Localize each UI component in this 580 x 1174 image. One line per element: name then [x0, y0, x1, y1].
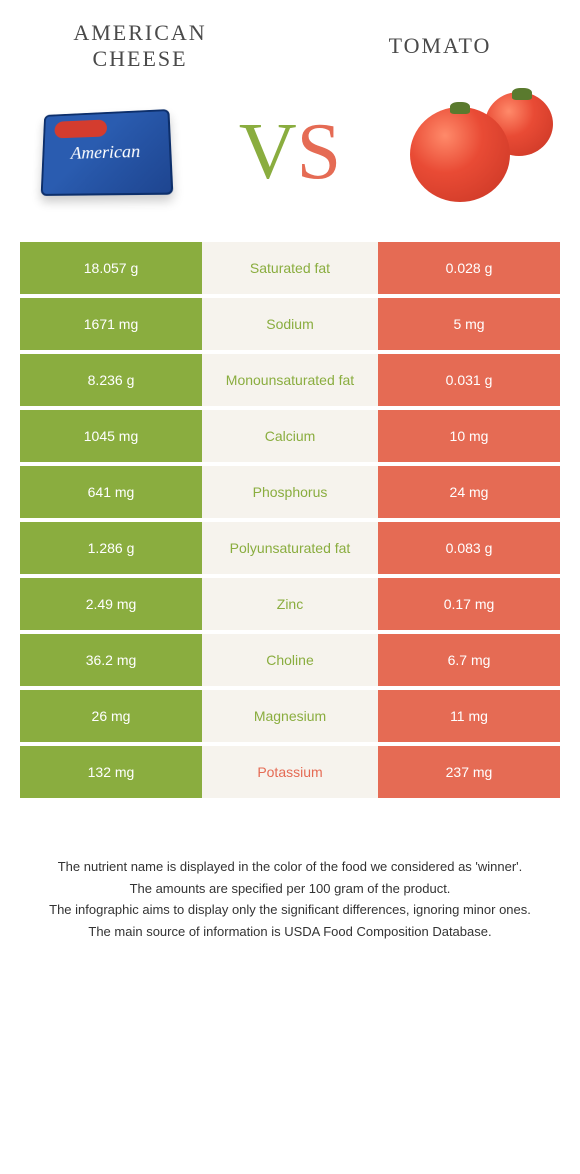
table-row: 18.057 gSaturated fat0.028 g: [20, 242, 560, 294]
table-row: 1671 mgSodium5 mg: [20, 298, 560, 350]
nutrient-label: Phosphorus: [202, 466, 378, 518]
left-value: 1.286 g: [20, 522, 202, 574]
right-value: 0.17 mg: [378, 578, 560, 630]
left-value: 18.057 g: [20, 242, 202, 294]
right-value: 0.028 g: [378, 242, 560, 294]
left-value: 132 mg: [20, 746, 202, 798]
left-value: 36.2 mg: [20, 634, 202, 686]
nutrient-label: Potassium: [202, 746, 378, 798]
left-value: 8.236 g: [20, 354, 202, 406]
table-row: 8.236 gMonounsaturated fat0.031 g: [20, 354, 560, 406]
nutrient-label: Magnesium: [202, 690, 378, 742]
table-row: 36.2 mgCholine6.7 mg: [20, 634, 560, 686]
right-value: 11 mg: [378, 690, 560, 742]
vs-label: V S: [239, 112, 341, 192]
title-left: AMERICAN CHEESE: [30, 20, 250, 72]
table-row: 2.49 mgZinc0.17 mg: [20, 578, 560, 630]
footnote-line: The amounts are specified per 100 gram o…: [30, 879, 550, 899]
right-value: 237 mg: [378, 746, 560, 798]
table-row: 1045 mgCalcium10 mg: [20, 410, 560, 462]
nutrient-label: Monounsaturated fat: [202, 354, 378, 406]
right-value: 24 mg: [378, 466, 560, 518]
nutrient-label: Sodium: [202, 298, 378, 350]
comparison-table: 18.057 gSaturated fat0.028 g1671 mgSodiu…: [0, 242, 580, 798]
footnote-line: The nutrient name is displayed in the co…: [30, 857, 550, 877]
table-row: 641 mgPhosphorus24 mg: [20, 466, 560, 518]
title-right: TOMATO: [330, 33, 550, 59]
right-value: 10 mg: [378, 410, 560, 462]
nutrient-label: Calcium: [202, 410, 378, 462]
left-value: 641 mg: [20, 466, 202, 518]
nutrient-label: Choline: [202, 634, 378, 686]
footnote-line: The main source of information is USDA F…: [30, 922, 550, 942]
left-value: 1045 mg: [20, 410, 202, 462]
left-value: 1671 mg: [20, 298, 202, 350]
right-value: 6.7 mg: [378, 634, 560, 686]
images-row: V S: [0, 82, 580, 242]
table-row: 132 mgPotassium237 mg: [20, 746, 560, 798]
nutrient-label: Zinc: [202, 578, 378, 630]
tomato-image: [400, 92, 550, 212]
nutrient-label: Polyunsaturated fat: [202, 522, 378, 574]
footnote-line: The infographic aims to display only the…: [30, 900, 550, 920]
vs-s: S: [297, 112, 342, 192]
right-value: 0.031 g: [378, 354, 560, 406]
right-value: 0.083 g: [378, 522, 560, 574]
right-value: 5 mg: [378, 298, 560, 350]
vs-v: V: [239, 112, 297, 192]
cheese-image: [30, 92, 180, 212]
footnotes: The nutrient name is displayed in the co…: [0, 802, 580, 963]
table-row: 26 mgMagnesium11 mg: [20, 690, 560, 742]
left-value: 2.49 mg: [20, 578, 202, 630]
nutrient-label: Saturated fat: [202, 242, 378, 294]
header: AMERICAN CHEESE TOMATO: [0, 0, 580, 82]
left-value: 26 mg: [20, 690, 202, 742]
table-row: 1.286 gPolyunsaturated fat0.083 g: [20, 522, 560, 574]
